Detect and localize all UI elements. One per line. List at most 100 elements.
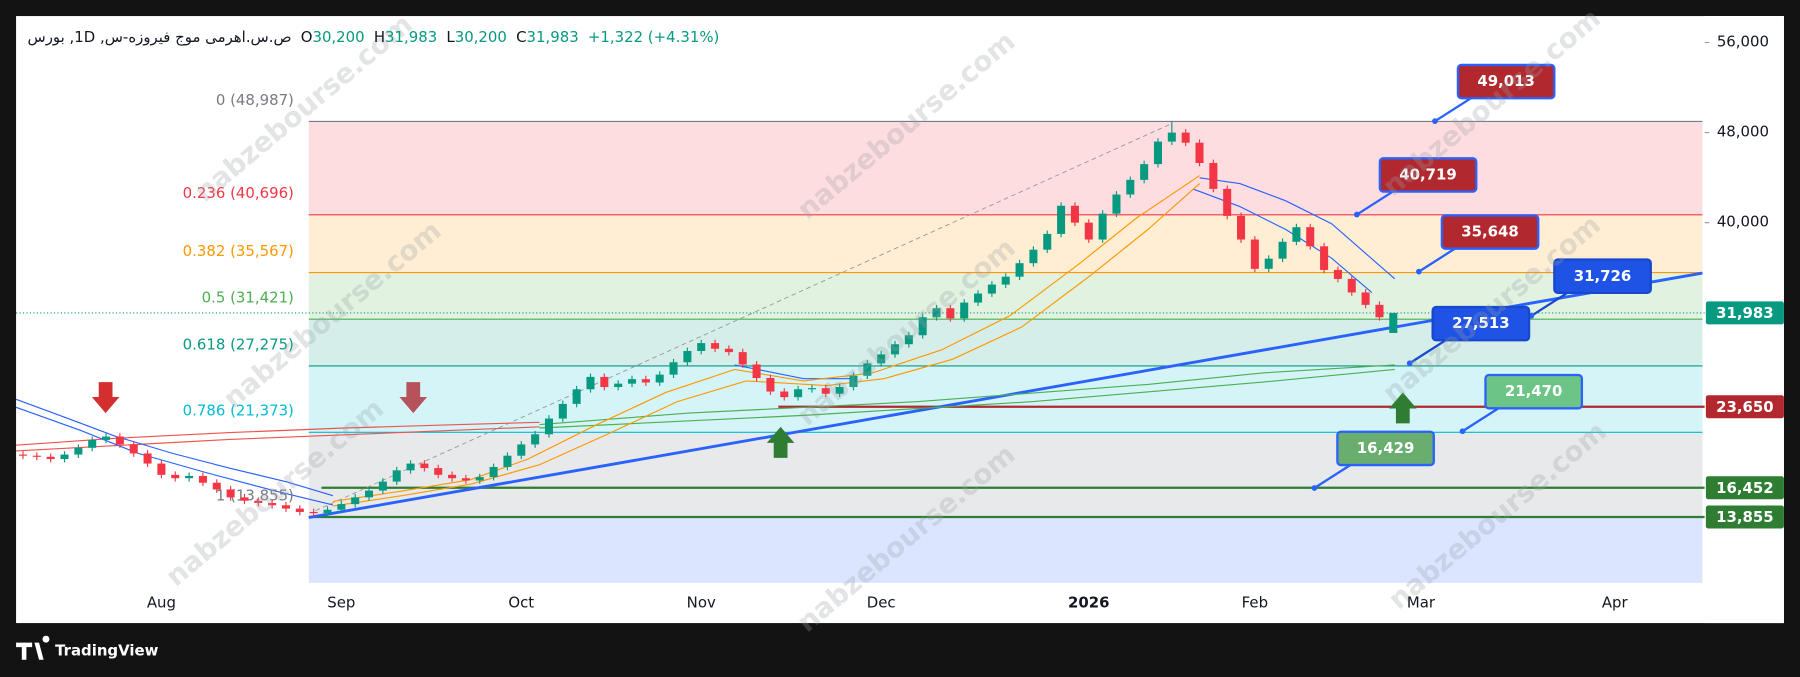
price-tag <box>1705 395 1784 419</box>
candle-body <box>254 500 263 503</box>
logo <box>16 635 50 660</box>
candle-body <box>281 505 290 509</box>
envelope <box>1199 177 1396 280</box>
fib-label: 0.236 (40,696) <box>183 184 294 202</box>
candle-body <box>1001 276 1010 285</box>
buy-arrow <box>766 426 795 458</box>
candle-body <box>724 348 733 353</box>
candle-body <box>877 354 886 364</box>
candle-body <box>309 511 318 514</box>
candle-body <box>240 497 249 501</box>
candle-body <box>1389 312 1398 333</box>
fib-band <box>308 516 1703 583</box>
candle-body <box>185 475 194 479</box>
moving-average <box>16 421 540 446</box>
x-tick-label: Apr <box>1602 594 1629 612</box>
fib-label: 0 (48,987) <box>216 91 294 109</box>
x-tick-label: Oct <box>508 594 534 612</box>
fib-label: 0.5 (31,421) <box>202 289 294 307</box>
candle-body <box>420 463 429 469</box>
candle-body <box>1015 263 1024 277</box>
candle-body <box>600 376 609 388</box>
callout-box <box>1440 214 1540 250</box>
fib-band <box>308 121 1703 215</box>
candle-body <box>1237 215 1246 240</box>
callout-tip <box>1311 485 1318 491</box>
callout-label: 16,429 <box>1357 439 1415 457</box>
low-label: L <box>446 28 455 46</box>
y-tick-label: 56,000 <box>1717 33 1769 51</box>
candle-body <box>655 374 664 383</box>
sell-arrow <box>91 382 120 414</box>
fib-label: 0.786 (21,373) <box>183 402 294 420</box>
candle-body <box>157 463 166 475</box>
moving-average <box>539 368 1395 429</box>
candle-body <box>102 436 111 440</box>
candle-body <box>835 387 844 394</box>
candle-body <box>1347 278 1356 293</box>
moving-average <box>539 364 1395 426</box>
candle-body <box>1140 164 1149 180</box>
candle-body <box>1112 194 1121 214</box>
callout-tip <box>1416 268 1422 275</box>
candle-body <box>461 478 470 481</box>
candle-body <box>171 474 180 479</box>
callout-box <box>1553 258 1652 294</box>
callout-box <box>1456 63 1556 100</box>
callout-tip <box>1406 360 1413 367</box>
candle-body <box>351 497 360 505</box>
y-tick-label: 40,000 <box>1717 213 1769 231</box>
open-label: O <box>301 28 313 46</box>
x-tick-label: Dec <box>867 594 896 612</box>
price-tag <box>1705 476 1784 500</box>
candle-body <box>1361 292 1370 305</box>
price-tag <box>1705 505 1784 529</box>
callout-box <box>1378 157 1478 193</box>
candle-body <box>295 508 304 512</box>
candle-body <box>489 466 498 478</box>
candle-body <box>475 477 484 481</box>
candle-body <box>503 455 512 467</box>
moving-average <box>332 183 1200 507</box>
candle-body <box>669 362 678 375</box>
candle-body <box>960 302 969 319</box>
candle-body <box>738 352 747 365</box>
candle-body <box>1320 246 1329 270</box>
candle-body <box>392 470 401 482</box>
callout-label: 31,726 <box>1574 267 1632 285</box>
moving-average <box>16 426 540 452</box>
price-tag-label: 16,452 <box>1716 479 1774 497</box>
candle-body <box>794 389 803 398</box>
candle-body <box>1153 141 1163 165</box>
candle-body <box>406 463 415 471</box>
x-tick-label: Feb <box>1242 594 1268 612</box>
fib-band <box>308 365 1703 433</box>
change: +1,322 (+4.31%) <box>588 28 719 46</box>
callout-label: 35,648 <box>1461 223 1519 241</box>
candle-body <box>572 389 581 404</box>
candle-body <box>627 379 637 384</box>
candle-body <box>641 379 650 383</box>
x-tick-label: Mar <box>1407 594 1436 612</box>
candle-body <box>1375 304 1384 318</box>
sell-arrow <box>399 382 428 414</box>
envelope <box>15 406 334 506</box>
y-tick-label: 48,000 <box>1717 123 1769 141</box>
candle-body <box>863 363 872 376</box>
close-label: C <box>516 28 526 46</box>
candle-body <box>946 308 955 319</box>
fib-band <box>308 432 1703 517</box>
candle-body <box>766 378 775 392</box>
callout-label: 27,513 <box>1452 314 1510 332</box>
x-tick-label: Sep <box>327 594 355 612</box>
candle-body <box>586 376 595 390</box>
candle-body <box>337 504 346 510</box>
candle-body <box>683 350 692 363</box>
candle-body <box>46 456 55 460</box>
candle-body <box>1278 241 1287 259</box>
price-tag <box>1705 301 1784 325</box>
x-tick-label: 2026 <box>1068 594 1110 612</box>
candle-body <box>1250 239 1259 269</box>
candle-body <box>74 447 83 455</box>
